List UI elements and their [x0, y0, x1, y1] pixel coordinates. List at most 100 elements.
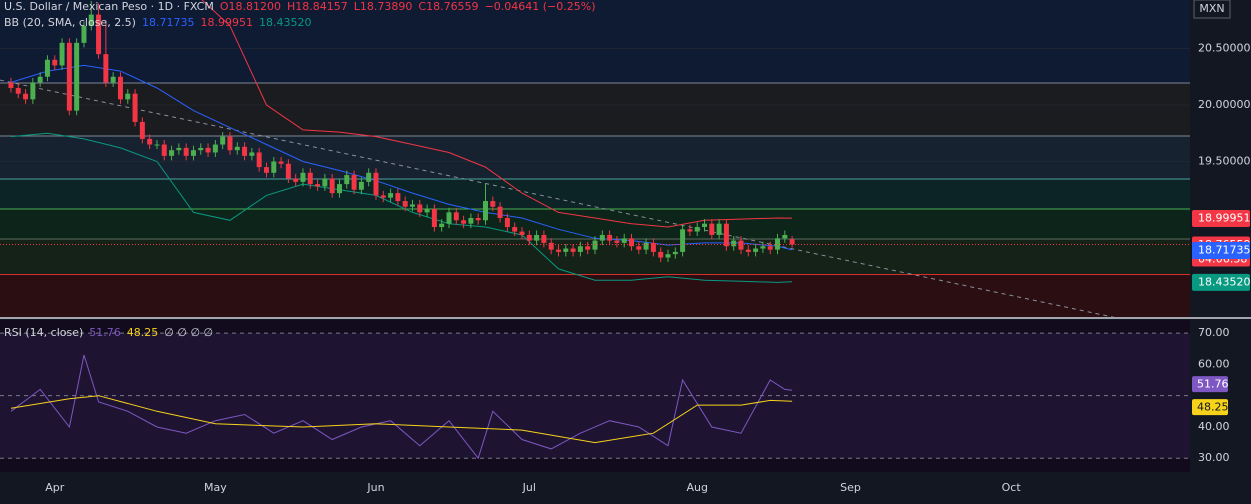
candle-body — [636, 246, 642, 250]
x-tick-label: Sep — [840, 481, 861, 494]
candle-body — [753, 248, 759, 252]
candle-body — [366, 172, 372, 182]
rsi-badge — [1192, 399, 1228, 416]
candle-body — [125, 93, 131, 100]
ohlc-close: C18.76559 — [418, 0, 479, 13]
candle-body — [577, 246, 583, 252]
candle-body — [388, 193, 394, 198]
candle-body — [132, 93, 138, 122]
rsi-value: 51.76 — [89, 326, 121, 339]
rsi-badge-label: 51.76 — [1197, 378, 1229, 391]
candle-body — [300, 172, 306, 182]
header-legend: U.S. Dollar / Mexican Peso · 1D · FXCM O… — [4, 0, 596, 13]
rsi-extra: ∅ ∅ ∅ ∅ — [164, 326, 214, 339]
bollinger-line — [201, 0, 793, 228]
candle-body — [709, 223, 715, 235]
change: −0.04641 (−0.25%) — [484, 0, 596, 13]
rsi-name: RSI (14, close) — [4, 326, 84, 339]
price-badge — [1192, 210, 1250, 228]
candle-body — [767, 246, 773, 250]
candle-body — [570, 248, 576, 252]
candle-body — [103, 54, 109, 83]
candle-body — [694, 227, 700, 232]
candle-body — [607, 234, 613, 241]
candle-body — [409, 204, 415, 207]
bb-basis: 18.71735 — [141, 16, 195, 29]
zone — [0, 135, 1190, 180]
zone — [0, 0, 1190, 83]
candle-body — [439, 223, 445, 228]
candle-body — [650, 242, 656, 252]
candle-body — [745, 249, 751, 252]
candle-body — [329, 178, 335, 194]
bb-lower: 18.43520 — [258, 16, 312, 29]
candle-body — [482, 201, 488, 221]
candle-body — [198, 147, 204, 151]
candle-body — [424, 208, 430, 213]
candle-body — [358, 181, 364, 190]
price-badge — [1192, 241, 1250, 259]
x-tick-label: Oct — [1002, 481, 1022, 494]
x-tick-label: Apr — [45, 481, 65, 494]
candle-body — [110, 76, 116, 83]
candle-body — [760, 246, 766, 249]
symbol-title: U.S. Dollar / Mexican Peso · 1D · FXCM — [4, 0, 214, 13]
candle-body — [665, 254, 671, 258]
price-badge-label: 18.99951 — [1198, 212, 1251, 225]
rsi-line — [10, 354, 793, 460]
candle-body — [227, 136, 233, 151]
candle-body — [117, 76, 123, 100]
candle-body — [512, 227, 518, 232]
x-tick-label: Jun — [366, 481, 384, 494]
candle-body — [249, 152, 255, 156]
candle-body — [212, 144, 218, 153]
candle-body — [643, 242, 649, 250]
candle-body — [234, 146, 240, 151]
candle-body — [402, 201, 408, 207]
candle-body — [336, 184, 342, 194]
candle-body — [585, 246, 591, 250]
candle-body — [344, 175, 350, 185]
price-badge-label: 18.43520 — [1198, 275, 1251, 288]
candle-body — [169, 150, 175, 156]
ohlc-open: O18.81200 — [219, 0, 281, 13]
rsi-tick-label: 60.00 — [1198, 357, 1230, 370]
candle-body — [205, 147, 211, 153]
candle-body — [789, 239, 795, 245]
rsi-ma-value: 48.25 — [126, 326, 159, 339]
rsi-legend: RSI (14, close) 51.76 48.25 ∅ ∅ ∅ ∅ — [4, 326, 213, 339]
candle-body — [446, 212, 452, 224]
candle-body — [44, 59, 50, 77]
currency: MXN — [1199, 2, 1224, 15]
candle-body — [563, 248, 569, 252]
candle-body — [271, 161, 277, 173]
candle-body — [468, 218, 474, 224]
candle-body — [96, 14, 102, 55]
currency-box — [1193, 0, 1231, 19]
candle-body — [548, 242, 554, 250]
candle-body — [614, 240, 620, 243]
candle-body — [497, 206, 503, 219]
candle-body — [161, 144, 167, 156]
candle-body — [629, 238, 635, 247]
candle-body — [176, 147, 182, 151]
candle-body — [30, 82, 36, 100]
rsi-badge — [1192, 376, 1228, 393]
rsi-tick-label: 30.00 — [1198, 451, 1230, 464]
candle-body — [81, 25, 87, 43]
candle-body — [541, 234, 547, 243]
candle-body — [15, 88, 21, 94]
price-plot — [0, 0, 1190, 317]
zone — [0, 208, 1190, 240]
candle-body — [395, 193, 401, 202]
rsi-tick-label: 40.00 — [1198, 420, 1230, 433]
candle-body — [88, 14, 94, 26]
candle-body — [555, 249, 561, 252]
price-badge — [1192, 273, 1250, 291]
candle-body — [519, 231, 525, 235]
zone — [0, 179, 1190, 209]
candle-body — [461, 220, 467, 224]
candle-body — [504, 218, 510, 228]
